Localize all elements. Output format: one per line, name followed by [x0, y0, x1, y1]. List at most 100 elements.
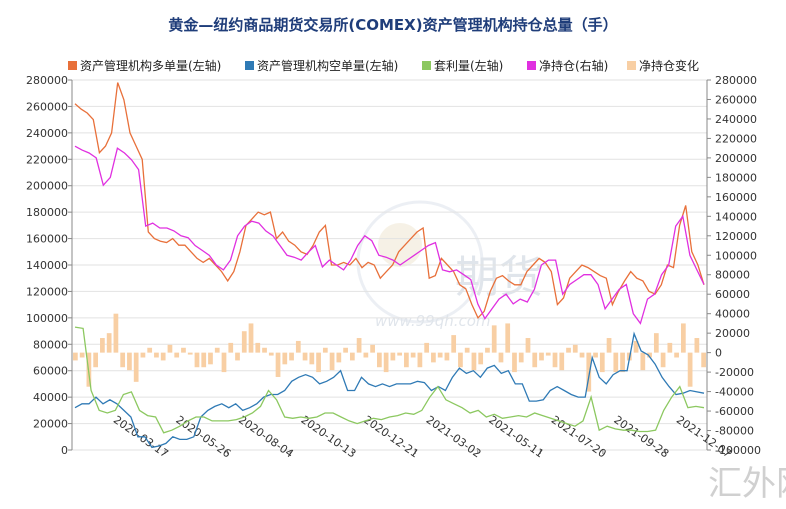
bar-net-change [241, 331, 247, 353]
legend-label: 净持仓(右轴) [539, 58, 608, 73]
watermark-url: www.99qh.com [375, 312, 491, 330]
legend-item: 资产管理机构空单量(左轴) [245, 58, 398, 73]
bar-net-change [214, 347, 220, 353]
bar-net-change [532, 352, 538, 368]
bar-net-change [404, 352, 409, 368]
bar-net-change [289, 352, 294, 361]
bar-net-change [539, 352, 544, 361]
legend-swatch [422, 61, 431, 70]
legend-swatch [627, 61, 636, 70]
bar-net-change [633, 340, 639, 353]
bar-net-change [120, 352, 126, 368]
bar-net-change [79, 352, 85, 358]
bar-net-change [363, 352, 369, 358]
left-tick-label: 140000 [26, 259, 68, 272]
left-tick-label: 40000 [33, 391, 68, 404]
bar-net-change [680, 323, 686, 353]
bar-net-change [566, 347, 571, 353]
bar-net-change [491, 325, 497, 353]
bar-net-change [620, 352, 625, 373]
bar-net-change [579, 352, 585, 358]
bar-net-change [653, 333, 659, 353]
left-tick-label: 120000 [26, 285, 68, 298]
bar-net-change [316, 352, 321, 373]
left-tick-label: 220000 [26, 153, 68, 166]
bar-net-change [701, 352, 706, 368]
bar-net-change [572, 344, 578, 353]
bar-net-change [181, 347, 186, 353]
right-tick-label: 260000 [715, 93, 757, 106]
series-line [74, 326, 705, 434]
right-tick-label: 220000 [715, 132, 757, 145]
series-line [74, 82, 705, 320]
bar-net-change [687, 352, 693, 387]
bar-net-change [174, 352, 180, 358]
bar-net-change [194, 352, 200, 368]
bar-net-change [370, 344, 375, 353]
right-tick-label: -100000 [715, 444, 761, 457]
bar-net-change [424, 342, 430, 353]
bar-net-change [147, 347, 153, 353]
bar-net-change [329, 352, 335, 371]
bar-net-change [397, 352, 402, 356]
chart-title: 黄金—纽约商品期货交易所(COMEX)资产管理机构持仓总量（手） [168, 16, 617, 34]
bar-net-change [525, 338, 531, 353]
bar-net-change [593, 352, 598, 358]
bar-net-change [262, 347, 267, 353]
right-tick-label: 280000 [715, 74, 757, 87]
bar-net-change [322, 347, 328, 353]
bar-net-change [667, 342, 673, 353]
right-tick-label: 240000 [715, 113, 757, 126]
bar-net-change [127, 352, 132, 371]
bar-net-change [268, 352, 274, 356]
legend-label: 套利量(左轴) [434, 58, 503, 73]
bar-net-change [228, 342, 234, 353]
corner-watermark: 汇外网 [708, 464, 786, 504]
bar-net-change [451, 335, 457, 353]
bar-net-change [235, 352, 240, 361]
x-tick-label: 2021-03-02 [424, 413, 484, 460]
left-tick-label: 20000 [33, 418, 68, 431]
bar-net-change [282, 352, 288, 365]
bar-net-change [140, 352, 146, 358]
legend-item: 净持仓变化 [627, 58, 699, 73]
left-tick-label: 60000 [33, 365, 68, 378]
left-tick-label: 0 [61, 444, 68, 457]
bar-net-change [505, 323, 511, 353]
bar-net-change [133, 352, 139, 382]
x-tick-label: 2020-10-13 [299, 413, 359, 460]
legend-label: 资产管理机构多单量(左轴) [80, 58, 221, 73]
bar-net-change [485, 347, 490, 353]
bar-net-change [343, 347, 348, 353]
bar-net-change [336, 352, 342, 363]
x-tick-label: 2020-05-26 [173, 413, 233, 460]
bar-net-change [606, 338, 612, 353]
bar-net-change [647, 352, 652, 358]
left-tick-label: 80000 [33, 338, 68, 351]
x-tick-label: 2021-09-28 [611, 413, 671, 460]
x-tick-label: 2020-12-21 [361, 413, 421, 460]
right-tick-label: 60000 [715, 288, 750, 301]
bar-net-change [275, 352, 281, 377]
left-tick-label: 280000 [26, 74, 68, 87]
bar-net-change [518, 352, 524, 363]
right-tick-label: -20000 [715, 366, 754, 379]
bar-net-change [106, 333, 112, 353]
right-tick-label: 20000 [715, 327, 750, 340]
bar-net-change [302, 352, 308, 361]
legend-item: 净持仓(右轴) [527, 58, 608, 73]
x-tick-label: 2021-05-11 [486, 413, 546, 460]
bar-net-change [93, 352, 99, 368]
left-tick-label: 160000 [26, 233, 68, 246]
bar-net-change [458, 352, 463, 368]
bar-net-change [309, 352, 315, 365]
bar-net-change [552, 352, 558, 368]
bar-net-change [201, 352, 207, 368]
legend-item: 套利量(左轴) [422, 58, 503, 73]
legend-swatch [68, 61, 77, 70]
bar-net-change [437, 352, 443, 358]
right-tick-label: 80000 [715, 269, 750, 282]
bar-net-change [674, 352, 679, 358]
legend-item: 资产管理机构多单量(左轴) [68, 58, 221, 73]
